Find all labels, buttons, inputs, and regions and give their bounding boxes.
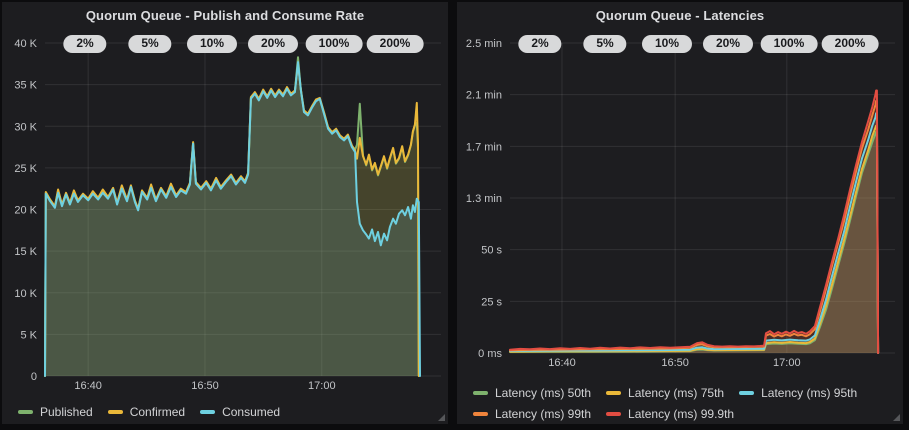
x-axis-tick-label: 17:00: [773, 357, 801, 369]
annotation-pill-10pct[interactable]: 10%: [641, 35, 693, 53]
annotation-pill-100pct[interactable]: 100%: [305, 35, 363, 53]
panel-publish-consume-rate: Quorum Queue - Publish and Consume Rate …: [2, 2, 448, 424]
annotation-pill-5pct[interactable]: 5%: [583, 35, 627, 53]
series-color-swatch-icon: [200, 409, 216, 414]
annotation-pill-5pct[interactable]: 5%: [128, 35, 172, 53]
annotation-pill-20pct[interactable]: 20%: [247, 35, 299, 53]
legend-item-latency-ms-75th[interactable]: Latency (ms) 75th: [606, 382, 724, 403]
series-line-latency-ms-95th: [509, 112, 880, 354]
legend-item-published[interactable]: Published: [18, 401, 93, 422]
series-area-consumed: [45, 62, 420, 376]
series-area-latency-ms-95th: [510, 113, 879, 353]
series-line-latency-ms-50th: [509, 130, 880, 354]
legend-item-latency-ms-99-9th[interactable]: Latency (ms) 99.9th: [606, 403, 734, 424]
series-area-confirmed: [45, 63, 419, 377]
y-axis-tick-label: 20 K: [14, 205, 37, 217]
y-axis-tick-label: 2.1 min: [466, 90, 502, 102]
series-area-latency-ms-99th: [510, 100, 879, 354]
panel-resize-handle[interactable]: [438, 414, 445, 421]
y-axis-tick-label: 0 ms: [478, 348, 502, 360]
annotation-pill-2pct[interactable]: 2%: [518, 35, 562, 53]
legend-label: Latency (ms) 75th: [628, 385, 725, 400]
panel-latencies: Quorum Queue - Latencies 0 ms 25 s 50 s 1.3…: [457, 2, 903, 424]
series-color-swatch-icon: [606, 390, 622, 395]
legend-label: Latency (ms) 99.9th: [628, 406, 735, 421]
series-line-latency-ms-75th: [509, 124, 880, 354]
timeseries-chart[interactable]: 0 5 K 10 K 15 K 20 K 25 K 30 K 35 K 40 K 16:40 16:…: [2, 2, 448, 424]
series-line-latency-ms-99th: [509, 99, 880, 354]
legend-label: Latency (ms) 99th: [495, 406, 592, 421]
annotation-pill-2pct[interactable]: 2%: [63, 35, 107, 53]
y-axis-tick-label: 30 K: [14, 121, 37, 133]
series-area-latency-ms-50th: [510, 131, 879, 353]
annotation-pill-200pct[interactable]: 200%: [821, 35, 879, 53]
y-axis-tick-label: 1.3 min: [466, 193, 502, 205]
series-area-published: [45, 57, 419, 376]
y-axis-tick-label: 0: [31, 371, 37, 383]
annotation-pill-200pct[interactable]: 200%: [366, 35, 424, 53]
y-axis-tick-label: 15 K: [14, 246, 37, 258]
series-area-latency-ms-75th: [510, 125, 879, 353]
timeseries-chart[interactable]: 0 ms 25 s 50 s 1.3 min 1.7 min 2.1 min 2.5 min…: [457, 2, 903, 424]
series-line-consumed: [44, 61, 421, 377]
y-axis-tick-label: 35 K: [14, 80, 37, 92]
panel-title[interactable]: Quorum Queue - Latencies: [595, 8, 765, 23]
y-axis-tick-label: 50 s: [481, 245, 502, 257]
y-axis-tick-label: 25 s: [481, 296, 502, 308]
legend-label: Latency (ms) 50th: [495, 385, 592, 400]
series-area-latency-ms-99-9th: [510, 90, 879, 353]
x-axis-tick-label: 17:00: [308, 380, 336, 392]
legend-label: Consumed: [222, 404, 281, 419]
series-color-swatch-icon: [739, 390, 755, 395]
y-axis-tick-label: 40 K: [14, 38, 37, 50]
x-axis-tick-label: 16:40: [74, 380, 102, 392]
series-line-latency-ms-99-9th: [509, 89, 880, 354]
y-axis-tick-label: 5 K: [20, 329, 37, 341]
series-color-swatch-icon: [473, 390, 488, 395]
series-color-swatch-icon: [107, 409, 123, 414]
series-color-swatch-icon: [18, 409, 33, 414]
y-axis-tick-label: 25 K: [14, 163, 37, 175]
series-color-swatch-icon: [606, 411, 622, 416]
legend-item-latency-ms-50th[interactable]: Latency (ms) 50th: [473, 382, 591, 403]
legend-label: Confirmed: [129, 404, 186, 419]
panel-resize-handle[interactable]: [893, 414, 900, 421]
y-axis-tick-label: 1.7 min: [466, 141, 502, 153]
y-axis-tick-label: 10 K: [14, 288, 37, 300]
series-color-swatch-icon: [473, 411, 488, 416]
panel-title[interactable]: Quorum Queue - Publish and Consume Rate: [85, 8, 365, 23]
legend-label: Published: [40, 404, 93, 419]
legend-label: Latency (ms) 95th: [761, 385, 858, 400]
x-axis-tick-label: 16:50: [191, 380, 219, 392]
annotation-pill-20pct[interactable]: 20%: [702, 35, 754, 53]
annotation-pill-100pct[interactable]: 100%: [760, 35, 818, 53]
annotation-pill-10pct[interactable]: 10%: [186, 35, 238, 53]
legend-item-confirmed[interactable]: Confirmed: [107, 401, 186, 422]
legend-item-consumed[interactable]: Consumed: [200, 401, 280, 422]
x-axis-tick-label: 16:40: [548, 357, 576, 369]
legend-item-latency-ms-95th[interactable]: Latency (ms) 95th: [739, 382, 857, 403]
y-axis-tick-label: 2.5 min: [466, 38, 502, 50]
legend-item-latency-ms-99th[interactable]: Latency (ms) 99th: [473, 403, 591, 424]
x-axis-tick-label: 16:50: [661, 357, 689, 369]
